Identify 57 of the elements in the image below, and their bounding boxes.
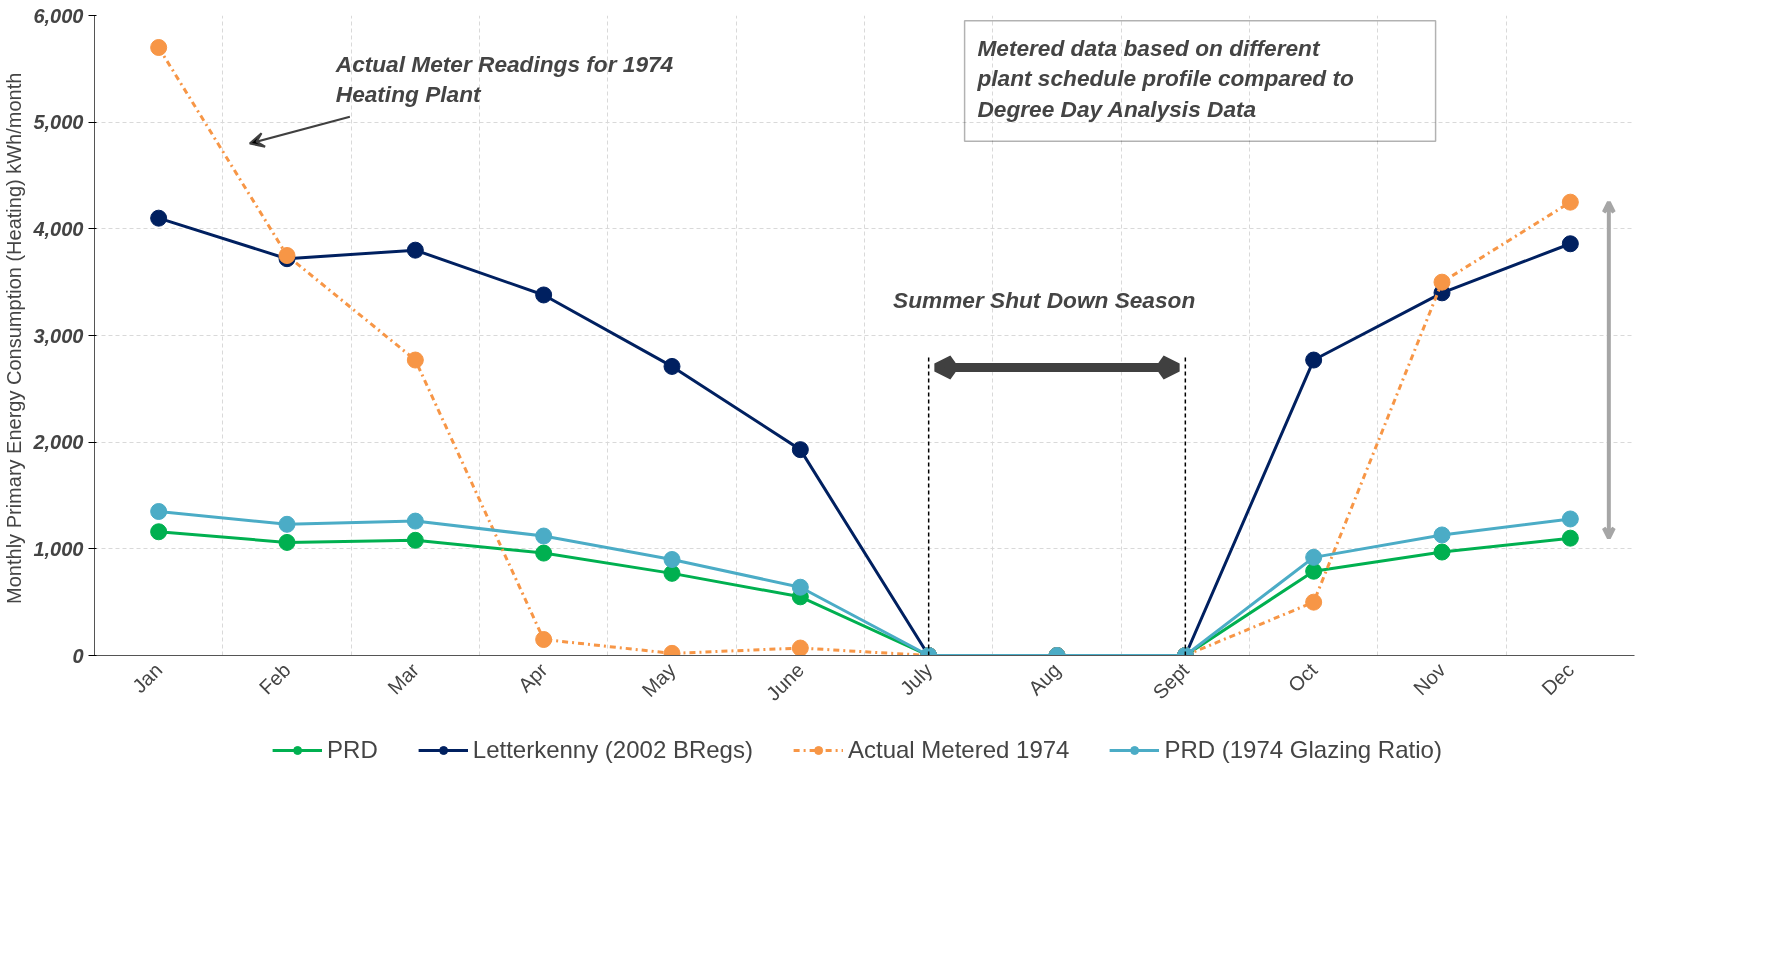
x-tick-label: Feb	[254, 658, 295, 699]
point	[1433, 273, 1451, 291]
x-tick-label: Mar	[383, 658, 424, 699]
point	[663, 564, 681, 582]
point	[1561, 193, 1579, 211]
point	[406, 351, 424, 369]
x-tick-label: May	[637, 658, 680, 701]
x-tick-label: Dec	[1537, 658, 1579, 700]
x-tick-label: Oct	[1283, 658, 1322, 697]
legend-label: Letterkenny (2002 BRegs)	[472, 736, 753, 764]
point	[791, 578, 809, 596]
point	[406, 241, 424, 259]
point	[1561, 529, 1579, 547]
y-tick-label: 5,000	[33, 111, 84, 134]
point	[663, 357, 681, 375]
point	[663, 551, 681, 568]
x-tick-label: Jan	[128, 658, 167, 698]
point	[1305, 562, 1323, 580]
point	[791, 441, 809, 459]
point	[1305, 548, 1323, 566]
point	[150, 209, 168, 227]
point	[535, 527, 553, 545]
x-tick-label: Aug	[1024, 658, 1065, 700]
point	[1561, 510, 1579, 528]
y-axis-title: Monthly Primary Energy Consumption (Heating) kWh/month	[3, 72, 26, 604]
legend-label: Actual Metered 1974	[847, 736, 1070, 764]
point	[1305, 593, 1323, 611]
point	[1433, 526, 1451, 544]
annotation: Metered data based on different plant schedule profile compared to Degree Day Analysis Data	[976, 34, 1354, 123]
annotation: Actual Meter Readings for 1974 Heating Plant	[334, 50, 674, 108]
point	[150, 39, 168, 56]
x-tick-label: Apr	[513, 658, 552, 697]
point	[406, 512, 424, 530]
point	[1433, 543, 1451, 561]
point	[406, 531, 424, 549]
point	[278, 247, 296, 264]
y-tick-label: 6,000	[33, 4, 84, 27]
x-tick-label: July	[895, 658, 937, 700]
point	[150, 523, 168, 541]
point	[535, 286, 553, 304]
y-tick-label: 1,000	[33, 537, 84, 560]
y-tick-label: 3,000	[33, 324, 84, 347]
point	[791, 639, 809, 656]
point	[150, 503, 168, 520]
point	[535, 544, 553, 562]
point	[278, 515, 296, 533]
point	[535, 631, 553, 648]
annotation: Summer Shut Down Season	[893, 287, 1196, 314]
x-tick-label: Nov	[1409, 658, 1450, 700]
point	[1561, 235, 1579, 253]
point	[278, 533, 296, 551]
y-tick-label: 0	[72, 644, 84, 667]
y-tick-label: 2,000	[32, 431, 84, 454]
legend-label: PRD	[327, 736, 378, 764]
legend-label: PRD (1974 Glazing Ratio)	[1164, 736, 1442, 764]
y-tick-label: 4,000	[32, 217, 84, 240]
point	[1305, 351, 1323, 369]
